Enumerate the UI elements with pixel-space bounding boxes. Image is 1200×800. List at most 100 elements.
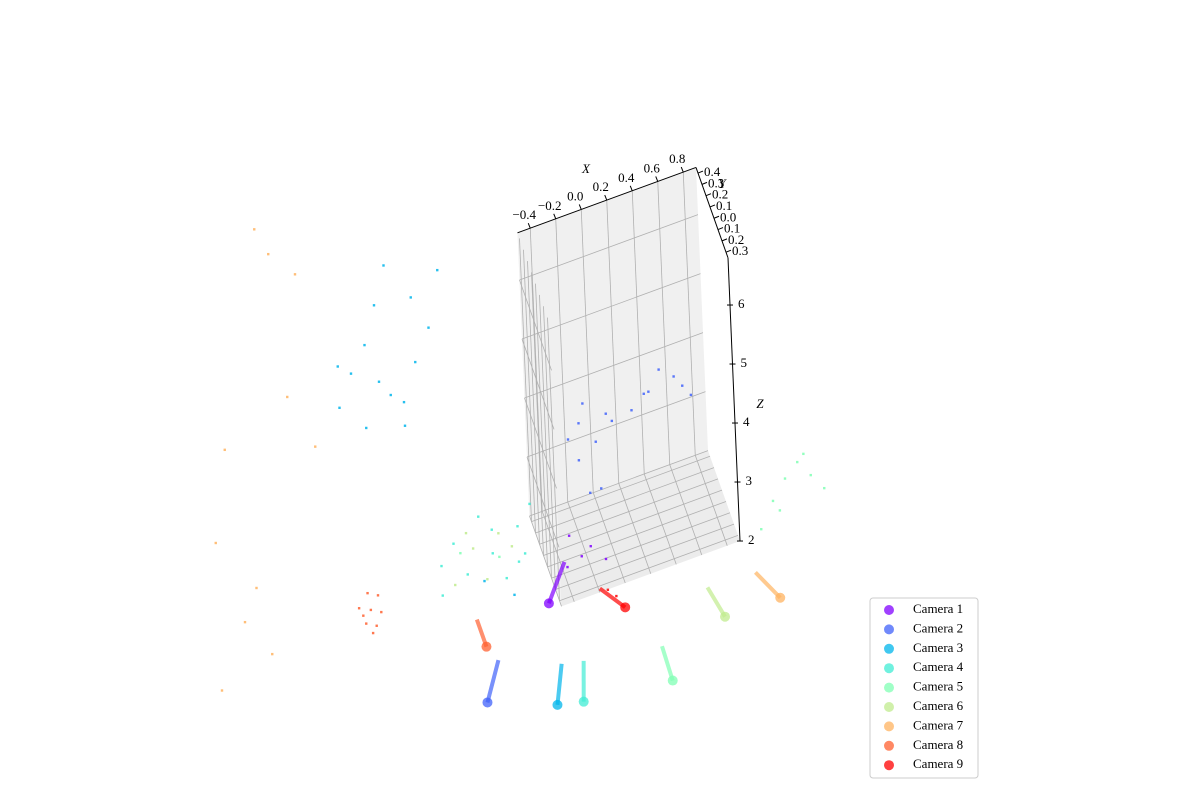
point xyxy=(497,532,500,535)
grid xyxy=(519,172,739,607)
y-tick-label: 0.2 xyxy=(712,187,728,202)
camera-marker xyxy=(578,696,589,707)
point xyxy=(823,486,826,490)
x-tick-label: 0.2 xyxy=(593,179,609,194)
point xyxy=(483,579,486,583)
grid-line xyxy=(643,473,677,565)
grid-line xyxy=(529,515,562,607)
point xyxy=(363,343,366,347)
point xyxy=(796,460,799,464)
point xyxy=(380,610,383,614)
point xyxy=(464,531,468,535)
point xyxy=(523,552,527,555)
point xyxy=(382,264,385,267)
camera-direction xyxy=(598,586,627,609)
y-tick xyxy=(709,204,716,208)
grid-line xyxy=(519,214,699,281)
point xyxy=(459,551,462,555)
grid-line xyxy=(541,511,575,602)
x-axis-label: X xyxy=(581,161,591,176)
point xyxy=(486,578,489,581)
camera-direction xyxy=(705,586,727,618)
point xyxy=(528,502,531,506)
point-cloud xyxy=(214,228,826,692)
point xyxy=(223,448,226,452)
point xyxy=(369,608,373,612)
point xyxy=(477,515,480,518)
legend-label: Camera 4 xyxy=(913,659,964,674)
grid-line xyxy=(539,478,719,545)
point xyxy=(362,614,365,617)
point xyxy=(214,541,217,545)
point xyxy=(441,594,444,597)
y-tick-label: 0.0 xyxy=(720,209,736,224)
camera-marker xyxy=(620,602,631,613)
camera-direction xyxy=(547,561,567,605)
point xyxy=(566,438,570,441)
camera-marker xyxy=(720,611,731,622)
axes: X Y Z −0.4−0.20.00.20.40.60.80.40.30.20.… xyxy=(512,151,764,547)
point xyxy=(414,360,417,364)
grid-line xyxy=(521,338,555,430)
x-tick xyxy=(655,176,659,182)
x-tick-label: −0.4 xyxy=(512,207,536,222)
point xyxy=(615,594,618,598)
grid-line xyxy=(555,523,735,590)
z-axis-label: Z xyxy=(756,396,764,411)
grid-line xyxy=(526,391,706,458)
x-tick xyxy=(604,194,608,201)
point xyxy=(600,487,603,490)
point xyxy=(255,586,258,590)
point xyxy=(630,409,633,412)
camera-direction xyxy=(660,645,675,682)
y-axis-label: Y xyxy=(718,176,727,191)
point xyxy=(589,544,592,548)
point xyxy=(604,557,608,561)
legend-marker xyxy=(884,605,894,615)
x-tick xyxy=(553,213,557,219)
point xyxy=(510,545,514,548)
point xyxy=(581,402,584,405)
legend-marker xyxy=(884,721,894,732)
y-tick xyxy=(717,227,724,231)
grid-line xyxy=(543,489,723,556)
grid-line xyxy=(567,501,601,593)
point xyxy=(566,565,569,569)
point xyxy=(366,591,369,595)
grid-line xyxy=(521,273,701,340)
legend-marker xyxy=(884,740,894,751)
point xyxy=(802,452,805,456)
point xyxy=(377,380,381,383)
point xyxy=(606,588,610,592)
x-tick xyxy=(680,166,684,173)
point xyxy=(220,689,224,692)
point xyxy=(403,424,407,427)
point xyxy=(466,573,469,576)
grid-line xyxy=(531,455,711,523)
y-tick xyxy=(697,170,704,174)
point xyxy=(267,252,270,256)
grid-line xyxy=(559,534,739,602)
grid-line xyxy=(547,501,727,568)
x-tick xyxy=(629,185,633,191)
point xyxy=(809,473,812,477)
point xyxy=(389,393,392,397)
point xyxy=(402,400,406,404)
point xyxy=(452,542,455,545)
x-tick-label: 0.0 xyxy=(567,188,583,203)
y-tick xyxy=(721,238,728,242)
grid-line xyxy=(551,512,731,579)
point xyxy=(471,547,475,550)
legend-label: Camera 3 xyxy=(913,640,963,655)
point xyxy=(760,528,763,531)
point xyxy=(517,560,521,563)
camera-direction xyxy=(555,663,564,706)
z-tick-label: 4 xyxy=(743,414,750,429)
legend-marker xyxy=(884,702,894,712)
point xyxy=(490,528,493,531)
y-tick xyxy=(713,215,720,219)
point xyxy=(349,372,353,375)
legend-label: Camera 5 xyxy=(913,679,963,694)
x-tick-label: 0.8 xyxy=(669,151,685,166)
